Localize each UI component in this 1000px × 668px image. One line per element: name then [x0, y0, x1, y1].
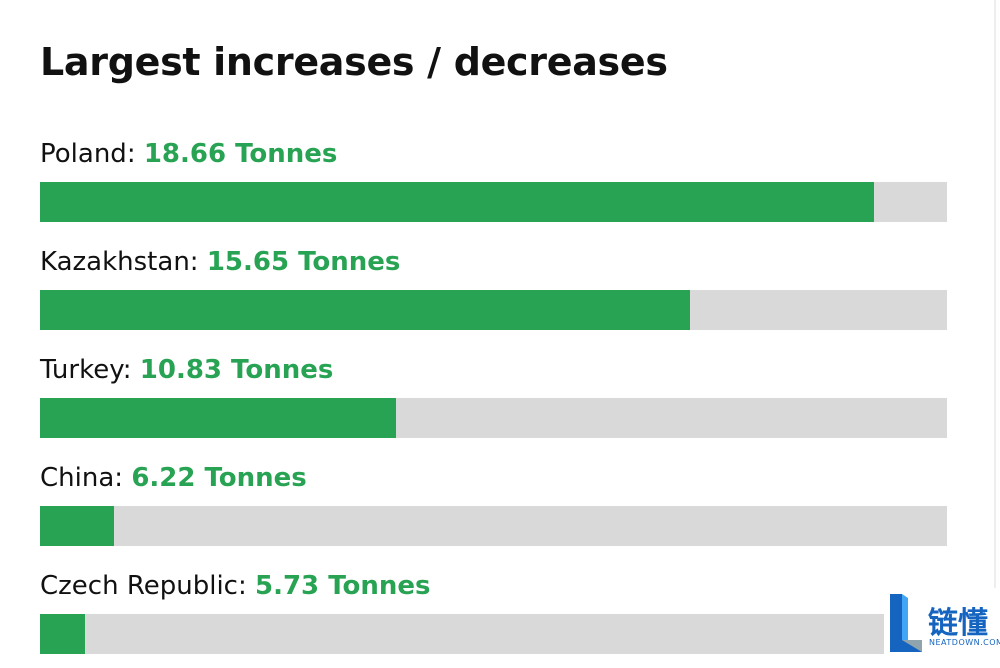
- panel-edge: [994, 0, 996, 590]
- chart-title: Largest increases / decreases: [40, 40, 668, 84]
- bar: [40, 398, 396, 438]
- bar-label: Kazakhstan: 15.65 Tonnes: [40, 247, 401, 277]
- l-logo-icon: [890, 594, 922, 652]
- bar: [40, 614, 85, 654]
- category-label: China: [40, 463, 115, 493]
- bar-track: [40, 398, 947, 438]
- watermark-chinese-text: 链懂: [928, 606, 988, 641]
- category-label: Poland: [40, 139, 127, 169]
- category-label: Turkey: [40, 355, 123, 385]
- bar-row-kazakhstan: Kazakhstan: 15.65 Tonnes: [40, 244, 947, 344]
- value-label: 6.22 Tonnes: [131, 463, 307, 493]
- value-label: 5.73 Tonnes: [255, 571, 431, 601]
- category-label: Czech Republic: [40, 571, 238, 601]
- bar: [40, 506, 115, 546]
- bar-track: [40, 290, 947, 330]
- category-label: Kazakhstan: [40, 247, 190, 277]
- bar-row-poland: Poland: 18.66 Tonnes: [40, 136, 947, 236]
- bar-row-czech-republic: Czech Republic: 5.73 Tonnes: [40, 568, 947, 668]
- value-label: 15.65 Tonnes: [206, 247, 401, 277]
- bar: [40, 290, 691, 330]
- watermark-english-text: NEATDOWN.COM: [929, 638, 1000, 647]
- bar-track: [40, 506, 947, 546]
- bar-label: Poland: 18.66 Tonnes: [40, 139, 338, 169]
- bar-label: Turkey: 10.83 Tonnes: [40, 355, 334, 385]
- value-label: 18.66 Tonnes: [143, 139, 338, 169]
- bar-row-china: China: 6.22 Tonnes: [40, 460, 947, 560]
- value-label: 10.83 Tonnes: [139, 355, 334, 385]
- bar-label: China: 6.22 Tonnes: [40, 463, 307, 493]
- watermark-logo: 链懂 NEATDOWN.COM: [884, 588, 1000, 658]
- bar-row-turkey: Turkey: 10.83 Tonnes: [40, 352, 947, 452]
- bar-track: [40, 614, 947, 654]
- bar-label: Czech Republic: 5.73 Tonnes: [40, 571, 431, 601]
- bar: [40, 182, 874, 222]
- bar-track: [40, 182, 947, 222]
